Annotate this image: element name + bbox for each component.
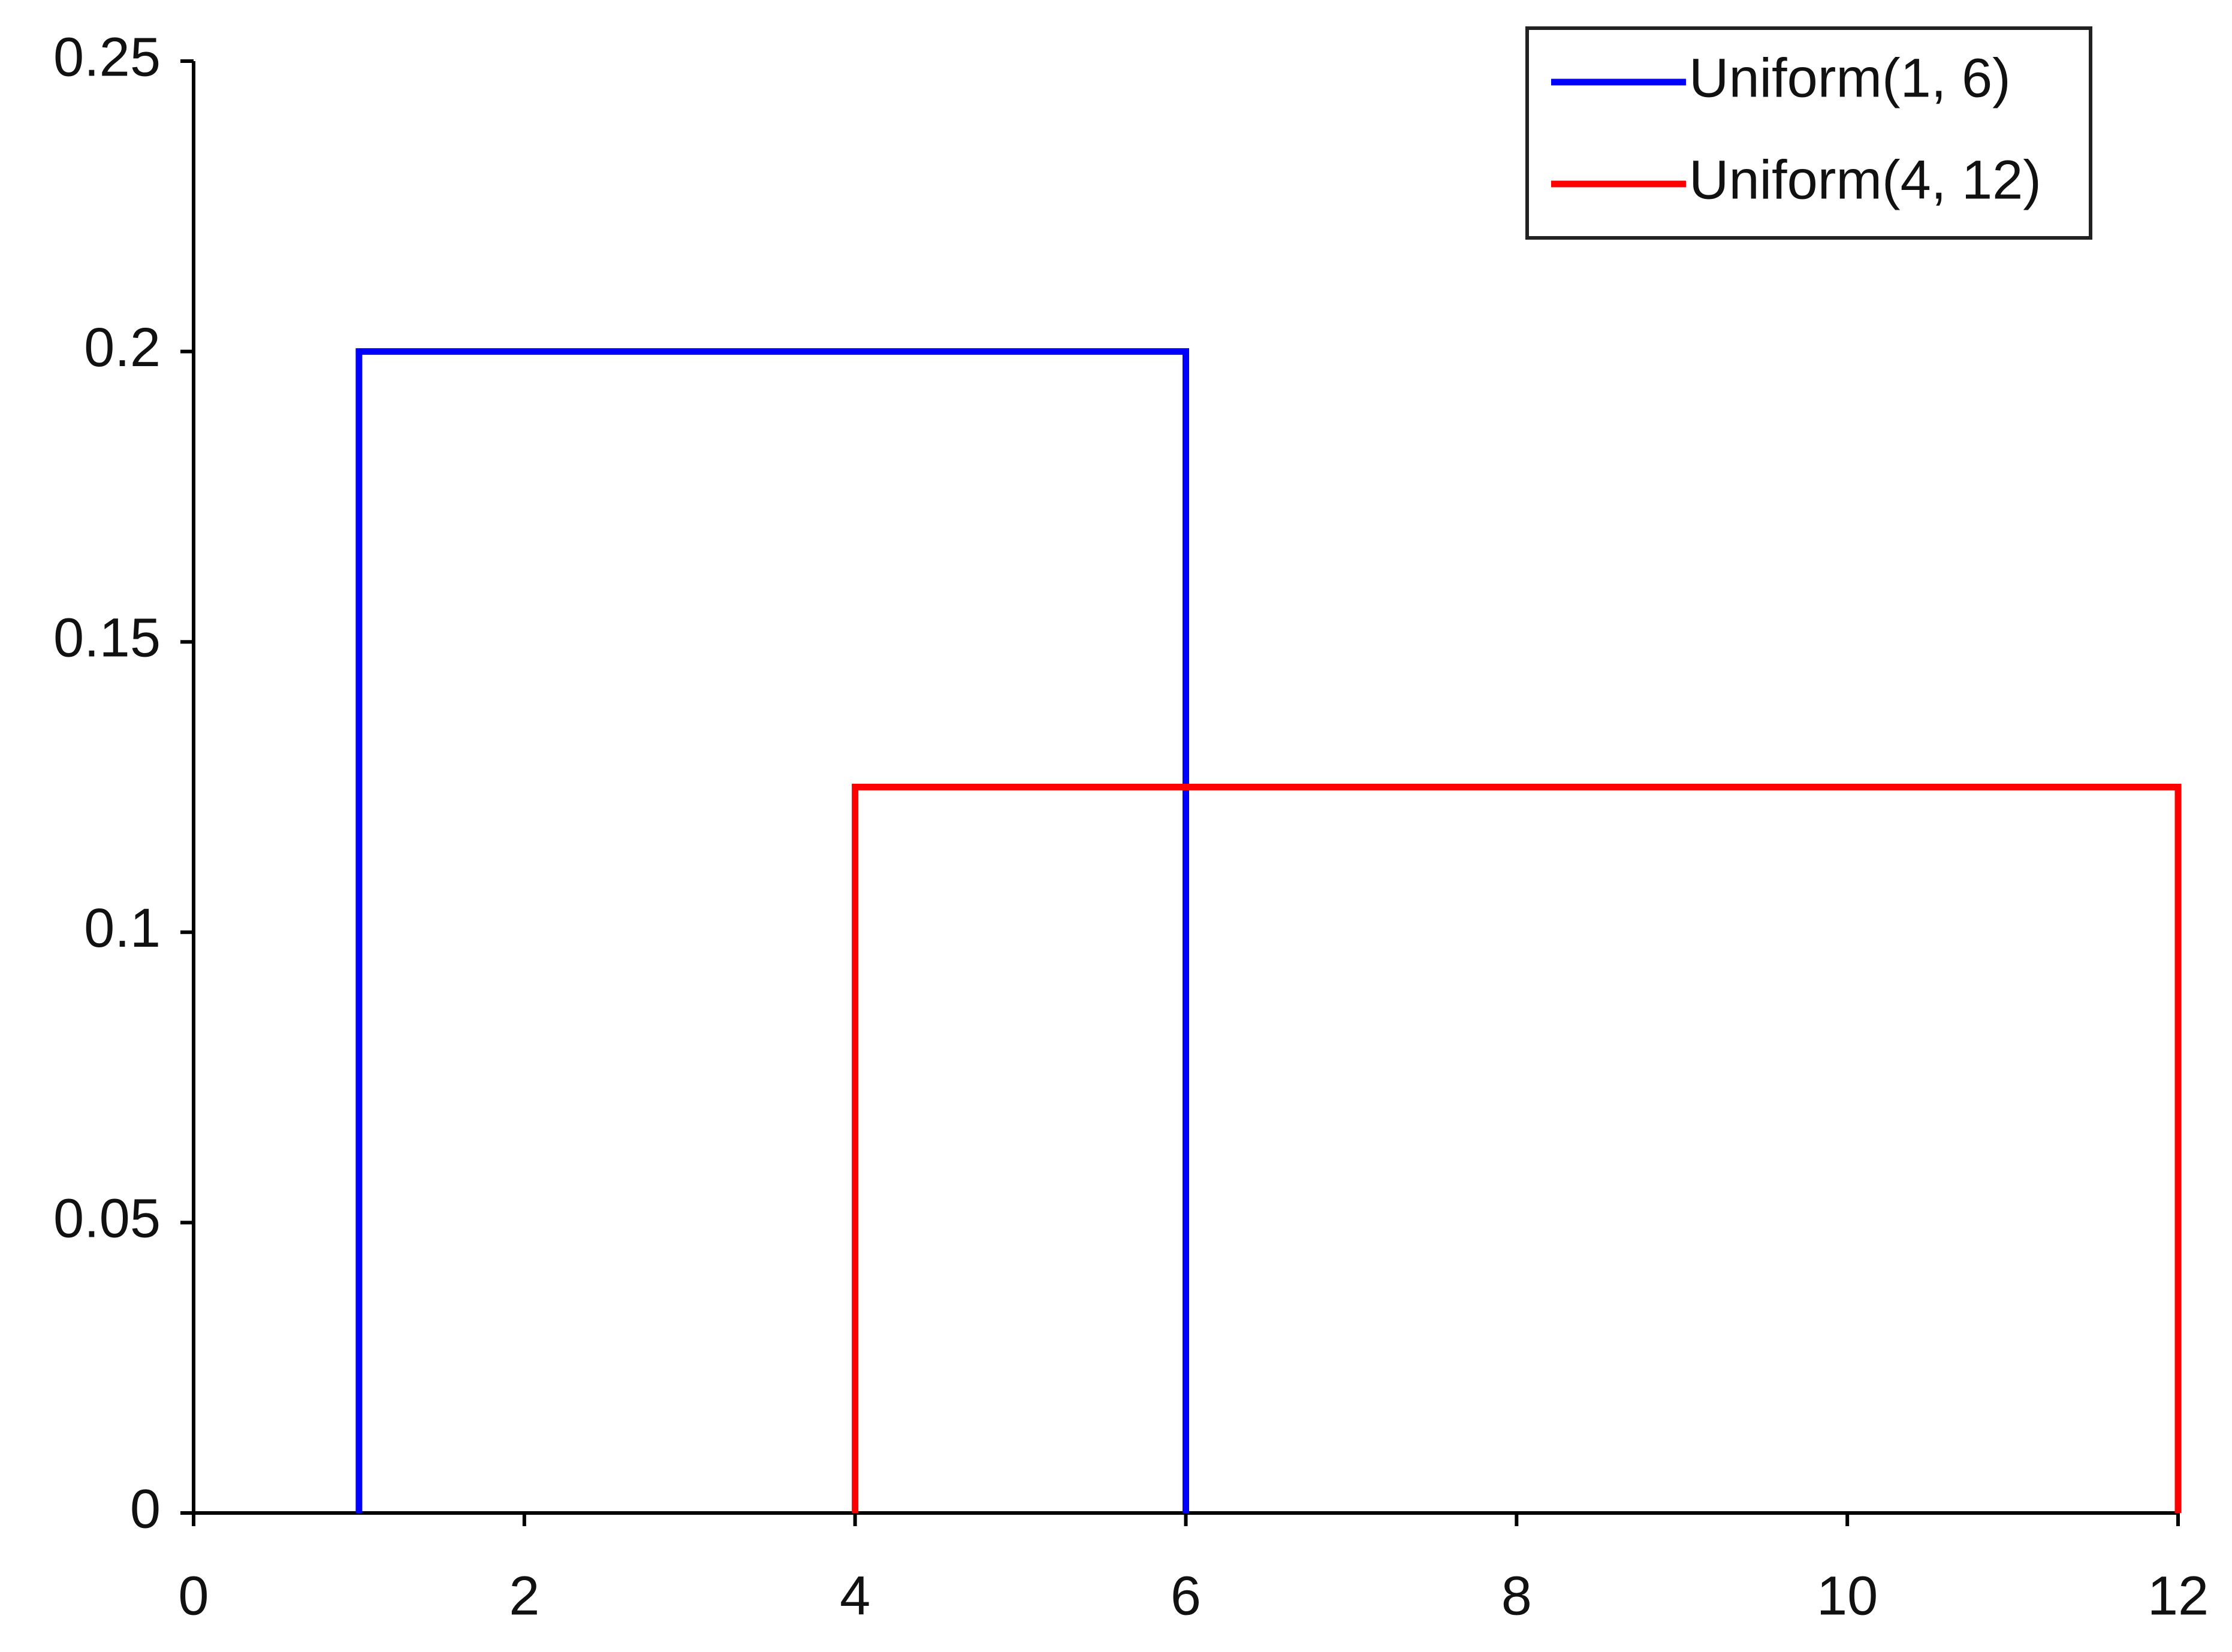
series-line [355, 348, 1189, 1513]
y-tick-label: 0.2 [84, 317, 161, 378]
y-tick-label: 0.05 [53, 1188, 161, 1249]
series-line [852, 784, 2182, 1513]
x-tick-label: 2 [509, 1565, 539, 1626]
legend-box [1525, 26, 2092, 240]
x-tick-label: 4 [840, 1565, 870, 1626]
x-tick-label: 12 [2147, 1565, 2209, 1626]
y-tick-label: 0.15 [53, 607, 161, 668]
x-tick-label: 0 [178, 1565, 209, 1626]
y-tick-label: 0.25 [53, 26, 161, 87]
x-tick-label: 10 [1817, 1565, 1878, 1626]
y-tick-label: 0.1 [84, 898, 161, 959]
x-tick-label: 8 [1501, 1565, 1532, 1626]
x-tick-label: 6 [1171, 1565, 1201, 1626]
legend-label: Uniform(4, 12) [1689, 149, 2041, 210]
legend-label: Uniform(1, 6) [1689, 47, 2011, 108]
y-tick-label: 0 [130, 1478, 161, 1539]
